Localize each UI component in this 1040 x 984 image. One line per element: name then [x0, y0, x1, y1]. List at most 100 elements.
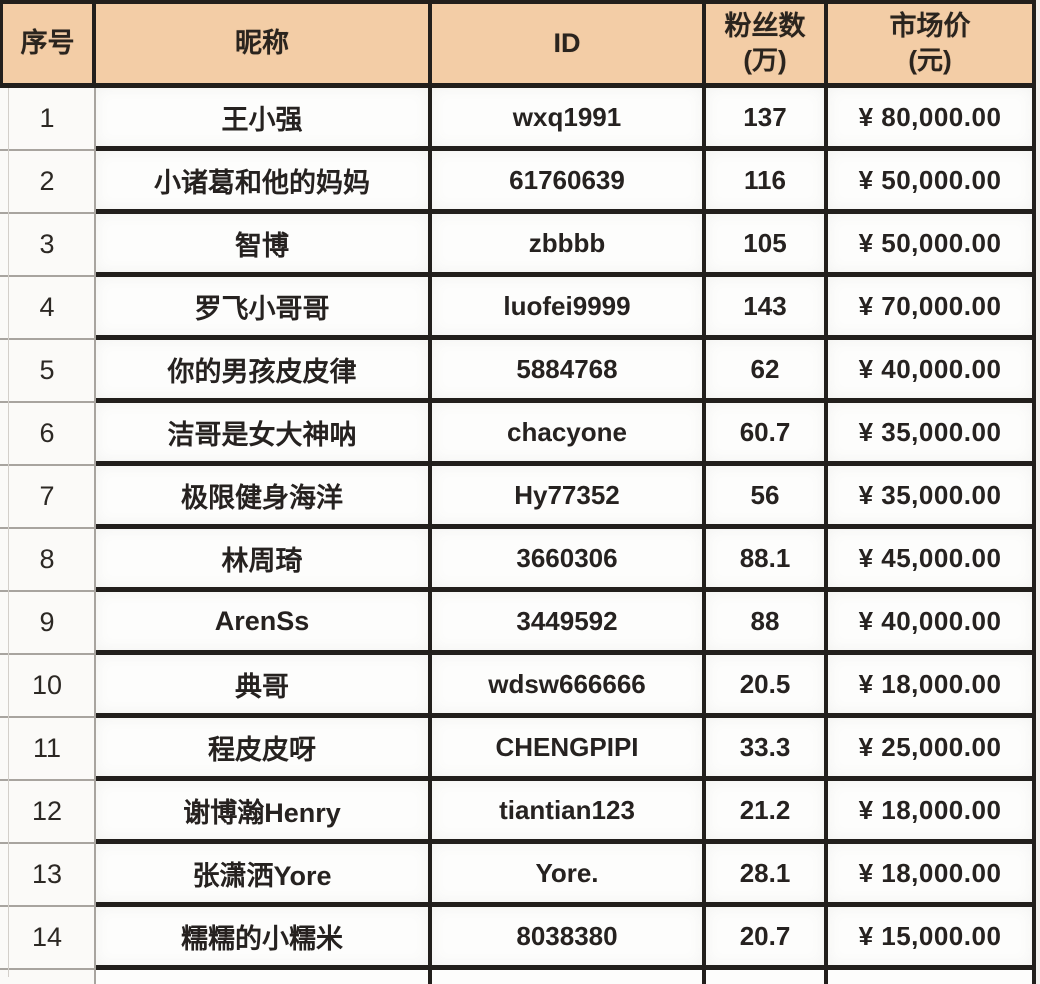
- cell-fans: 21.2: [706, 781, 828, 844]
- cell-id: 3449592: [432, 592, 706, 655]
- header-col-index: 序号: [0, 4, 96, 83]
- cell-fans: 88: [706, 592, 828, 655]
- cell-nickname: 罗飞小哥哥: [96, 277, 432, 340]
- cell-fans: 105: [706, 214, 828, 277]
- cell-nickname: ArenSs: [96, 592, 432, 655]
- table-row: 1 王小强 wxq1991 137 ¥ 80,000.00: [0, 88, 1036, 151]
- cell-fans: 88.1: [706, 529, 828, 592]
- cell-nickname: 谢博瀚Henry: [96, 781, 432, 844]
- cell-price: ¥ 35,000.00: [828, 466, 1036, 529]
- cell-index: 6: [0, 403, 96, 466]
- cell-id: 3660306: [432, 529, 706, 592]
- table-row: 7 极限健身海洋 Hy77352 56 ¥ 35,000.00: [0, 466, 1036, 529]
- table-row: 3 智博 zbbbb 105 ¥ 50,000.00: [0, 214, 1036, 277]
- cell-price: ¥ 18,000.00: [828, 655, 1036, 718]
- cell-price: [828, 970, 1036, 984]
- cell-nickname: 洁哥是女大神呐: [96, 403, 432, 466]
- cell-nickname: 小诸葛和他的妈妈: [96, 151, 432, 214]
- table-row: 10 典哥 wdsw666666 20.5 ¥ 18,000.00: [0, 655, 1036, 718]
- cell-id: 61760639: [432, 151, 706, 214]
- cell-nickname: 极限健身海洋: [96, 466, 432, 529]
- cell-id: zbbbb: [432, 214, 706, 277]
- table-row: 12 谢博瀚Henry tiantian123 21.2 ¥ 18,000.00: [0, 781, 1036, 844]
- cell-price: ¥ 25,000.00: [828, 718, 1036, 781]
- cell-id: 8038380: [432, 907, 706, 970]
- cell-nickname: 你的男孩皮皮律: [96, 340, 432, 403]
- cell-index: 9: [0, 592, 96, 655]
- cell-fans: 116: [706, 151, 828, 214]
- table-row: 11 程皮皮呀 CHENGPIPI 33.3 ¥ 25,000.00: [0, 718, 1036, 781]
- cell-nickname: 程皮皮呀: [96, 718, 432, 781]
- table-row: 4 罗飞小哥哥 luofei9999 143 ¥ 70,000.00: [0, 277, 1036, 340]
- header-col-id-label: ID: [553, 27, 581, 58]
- table-row: 8 林周琦 3660306 88.1 ¥ 45,000.00: [0, 529, 1036, 592]
- table-row: 6 洁哥是女大神呐 chacyone 60.7 ¥ 35,000.00: [0, 403, 1036, 466]
- cell-id: tiantian123: [432, 781, 706, 844]
- cell-id: chacyone: [432, 403, 706, 466]
- cell-fans: 28.1: [706, 844, 828, 907]
- header-col-nickname-label: 昵称: [235, 27, 289, 58]
- cell-index: 10: [0, 655, 96, 718]
- cell-id: wdsw666666: [432, 655, 706, 718]
- cell-index: 12: [0, 781, 96, 844]
- cell-index: 3: [0, 214, 96, 277]
- cell-id: wxq1991: [432, 88, 706, 151]
- cell-nickname: 糯糯的小糯米: [96, 907, 432, 970]
- header-col-price: 市场价 (元): [828, 4, 1036, 83]
- cell-price: ¥ 35,000.00: [828, 403, 1036, 466]
- cell-price: ¥ 18,000.00: [828, 844, 1036, 907]
- header-col-fans-label-line2: (万): [743, 45, 787, 76]
- cell-fans: [706, 970, 828, 984]
- header-col-index-label: 序号: [20, 27, 75, 58]
- cell-price: ¥ 40,000.00: [828, 592, 1036, 655]
- cell-fans: 20.5: [706, 655, 828, 718]
- table-row: 2 小诸葛和他的妈妈 61760639 116 ¥ 50,000.00: [0, 151, 1036, 214]
- cell-price: ¥ 80,000.00: [828, 88, 1036, 151]
- header-col-id: ID: [432, 4, 706, 83]
- cell-index: 11: [0, 718, 96, 781]
- cell-fans: 33.3: [706, 718, 828, 781]
- cell-index: 14: [0, 907, 96, 970]
- cell-id: [432, 970, 706, 984]
- cell-fans: 143: [706, 277, 828, 340]
- table-row: 9 ArenSs 3449592 88 ¥ 40,000.00: [0, 592, 1036, 655]
- cell-id: Hy77352: [432, 466, 706, 529]
- cell-nickname: 王小强: [96, 88, 432, 151]
- cell-price: ¥ 50,000.00: [828, 151, 1036, 214]
- table-row: 5 你的男孩皮皮律 5884768 62 ¥ 40,000.00: [0, 340, 1036, 403]
- cell-price: ¥ 70,000.00: [828, 277, 1036, 340]
- cell-index: 13: [0, 844, 96, 907]
- header-col-nickname: 昵称: [96, 4, 432, 83]
- cell-nickname: 张潇洒Yore: [96, 844, 432, 907]
- cell-id: luofei9999: [432, 277, 706, 340]
- cell-price: ¥ 40,000.00: [828, 340, 1036, 403]
- cell-fans: 60.7: [706, 403, 828, 466]
- cell-nickname: 林周琦: [96, 529, 432, 592]
- cell-index: 4: [0, 277, 96, 340]
- cell-index: [0, 970, 96, 984]
- header-col-price-label-line2: (元): [908, 45, 952, 76]
- cell-price: ¥ 15,000.00: [828, 907, 1036, 970]
- cell-id: 5884768: [432, 340, 706, 403]
- cell-index: 2: [0, 151, 96, 214]
- cell-id: CHENGPIPI: [432, 718, 706, 781]
- cell-nickname: [96, 970, 432, 984]
- cell-fans: 20.7: [706, 907, 828, 970]
- cell-index: 1: [0, 88, 96, 151]
- cell-price: ¥ 18,000.00: [828, 781, 1036, 844]
- table-row: 13 张潇洒Yore Yore. 28.1 ¥ 18,000.00: [0, 844, 1036, 907]
- table-header-row: 序号 昵称 ID 粉丝数 (万) 市场价 (元): [0, 0, 1036, 88]
- table-body: 1 王小强 wxq1991 137 ¥ 80,000.00 2 小诸葛和他的妈妈…: [0, 88, 1040, 970]
- cell-fans: 137: [706, 88, 828, 151]
- header-col-fans-label-line1: 粉丝数: [724, 11, 806, 42]
- cell-index: 7: [0, 466, 96, 529]
- cell-fans: 62: [706, 340, 828, 403]
- table-next-row-partial: [0, 970, 1036, 984]
- spreadsheet-gridline: [8, 88, 9, 977]
- header-col-price-label-line1: 市场价: [889, 11, 971, 42]
- cell-index: 8: [0, 529, 96, 592]
- cell-nickname: 典哥: [96, 655, 432, 718]
- table-row: 14 糯糯的小糯米 8038380 20.7 ¥ 15,000.00: [0, 907, 1036, 970]
- cell-nickname: 智博: [96, 214, 432, 277]
